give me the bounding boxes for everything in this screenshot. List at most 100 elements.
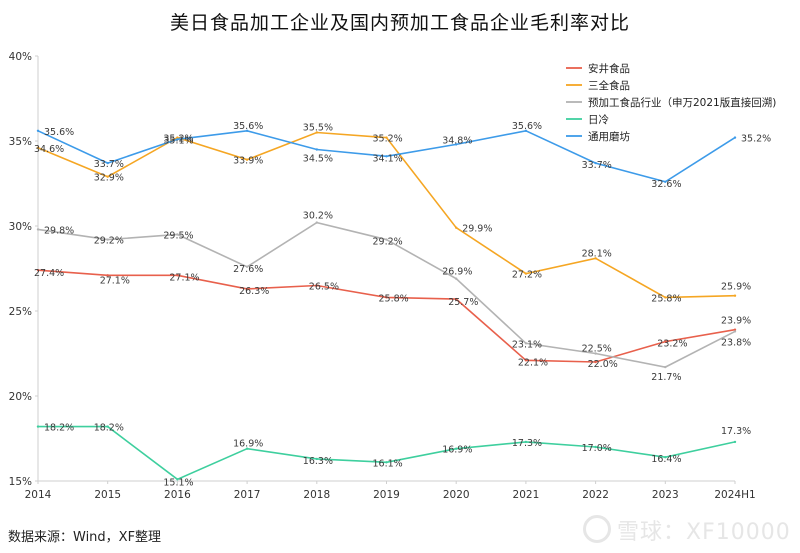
data-label: 22.0% bbox=[588, 359, 618, 370]
data-point bbox=[176, 274, 179, 277]
data-label: 27.2% bbox=[512, 270, 542, 281]
data-label: 21.7% bbox=[651, 372, 681, 383]
data-label: 34.8% bbox=[442, 135, 472, 146]
data-label: 15.1% bbox=[163, 477, 193, 488]
data-label: 23.2% bbox=[657, 339, 687, 350]
data-label: 16.9% bbox=[233, 439, 263, 450]
data-point bbox=[664, 180, 667, 183]
y-tick-label: 30% bbox=[9, 221, 32, 233]
x-tick-label: 2024H1 bbox=[714, 489, 755, 501]
data-point bbox=[664, 456, 667, 459]
data-label: 29.8% bbox=[44, 225, 74, 236]
chart-title: 美日食品加工企业及国内预加工食品企业毛利率对比 bbox=[169, 12, 630, 34]
data-point bbox=[315, 221, 318, 224]
data-source-note: 数据来源：Wind，XF整理 bbox=[8, 530, 162, 545]
data-point bbox=[524, 359, 528, 362]
data-point bbox=[455, 447, 458, 450]
data-label: 34.6% bbox=[34, 144, 64, 155]
data-point bbox=[594, 445, 597, 449]
data-point bbox=[664, 365, 667, 369]
data-label: 27.1% bbox=[169, 272, 199, 283]
data-label: 30.2% bbox=[303, 211, 333, 222]
watermark: 雪球：XF10000 bbox=[583, 514, 791, 546]
data-label: 33.9% bbox=[233, 156, 263, 167]
legend-label: 安井食品 bbox=[588, 62, 630, 75]
data-point bbox=[594, 257, 597, 260]
data-point bbox=[106, 161, 109, 165]
data-label: 33.7% bbox=[94, 159, 124, 170]
data-point bbox=[664, 340, 667, 343]
data-point bbox=[176, 478, 179, 481]
data-label: 34.1% bbox=[373, 153, 403, 164]
series-line bbox=[38, 425, 736, 481]
data-point bbox=[245, 158, 249, 161]
data-point bbox=[36, 269, 40, 272]
data-point bbox=[106, 175, 109, 178]
data-label: 26.5% bbox=[309, 282, 339, 293]
x-tick-label: 2018 bbox=[303, 489, 330, 501]
data-label: 17.0% bbox=[582, 443, 612, 454]
data-label: 35.6% bbox=[44, 127, 74, 138]
data-point bbox=[733, 330, 737, 333]
data-label: 34.5% bbox=[303, 154, 333, 165]
data-point bbox=[245, 129, 249, 132]
data-label: 35.2% bbox=[741, 134, 771, 145]
data-point bbox=[524, 440, 528, 444]
data-point bbox=[106, 274, 109, 277]
legend-label: 通用磨坊 bbox=[588, 130, 630, 143]
data-point bbox=[385, 296, 388, 299]
data-point bbox=[524, 342, 528, 345]
data-label: 16.1% bbox=[373, 458, 403, 469]
data-point bbox=[315, 131, 318, 134]
data-point bbox=[176, 233, 179, 236]
data-label: 23.9% bbox=[721, 316, 751, 327]
data-point bbox=[524, 129, 528, 132]
data-point bbox=[733, 328, 737, 331]
data-label: 17.3% bbox=[721, 426, 751, 437]
legend-label: 三全食品 bbox=[588, 79, 630, 92]
data-label: 16.3% bbox=[303, 456, 333, 467]
data-label: 25.9% bbox=[721, 282, 751, 293]
data-point bbox=[245, 287, 249, 291]
data-point bbox=[245, 447, 249, 450]
data-label: 16.9% bbox=[442, 445, 472, 456]
data-point bbox=[385, 136, 388, 139]
data-label: 32.9% bbox=[94, 173, 124, 184]
data-label: 26.3% bbox=[239, 286, 269, 297]
x-tick-label: 2023 bbox=[652, 489, 679, 501]
data-label: 23.1% bbox=[512, 339, 542, 350]
data-point bbox=[455, 226, 458, 229]
data-label: 29.5% bbox=[163, 231, 193, 242]
data-point bbox=[733, 440, 737, 444]
data-point bbox=[36, 129, 40, 132]
data-point bbox=[315, 284, 318, 287]
y-tick-label: 20% bbox=[9, 391, 32, 403]
snowball-logo-icon bbox=[583, 515, 611, 543]
data-label: 29.2% bbox=[94, 236, 124, 247]
data-point bbox=[315, 148, 318, 151]
data-point bbox=[106, 425, 109, 428]
data-label: 18.2% bbox=[44, 423, 74, 434]
y-tick-label: 15% bbox=[9, 476, 32, 488]
data-label: 17.3% bbox=[512, 438, 542, 449]
data-label: 28.1% bbox=[582, 248, 612, 259]
y-tick-label: 35% bbox=[9, 136, 32, 148]
data-point bbox=[106, 238, 109, 241]
data-label: 22.1% bbox=[518, 357, 548, 368]
data-point bbox=[455, 277, 458, 280]
x-tick-label: 2021 bbox=[513, 489, 540, 501]
series-line bbox=[37, 269, 736, 363]
data-point bbox=[733, 294, 737, 297]
x-tick-label: 2014 bbox=[25, 489, 52, 501]
data-label: 16.4% bbox=[651, 454, 681, 465]
legend-label: 预加工食品行业（申万2021版直接回溯) bbox=[588, 96, 776, 109]
data-point bbox=[455, 297, 458, 301]
data-point bbox=[664, 296, 667, 299]
data-label: 27.1% bbox=[100, 275, 130, 286]
x-tick-label: 2017 bbox=[234, 489, 261, 501]
data-label: 29.2% bbox=[373, 237, 403, 248]
data-point bbox=[176, 136, 179, 139]
data-label: 35.5% bbox=[303, 123, 333, 134]
data-label: 35.2% bbox=[163, 134, 193, 145]
